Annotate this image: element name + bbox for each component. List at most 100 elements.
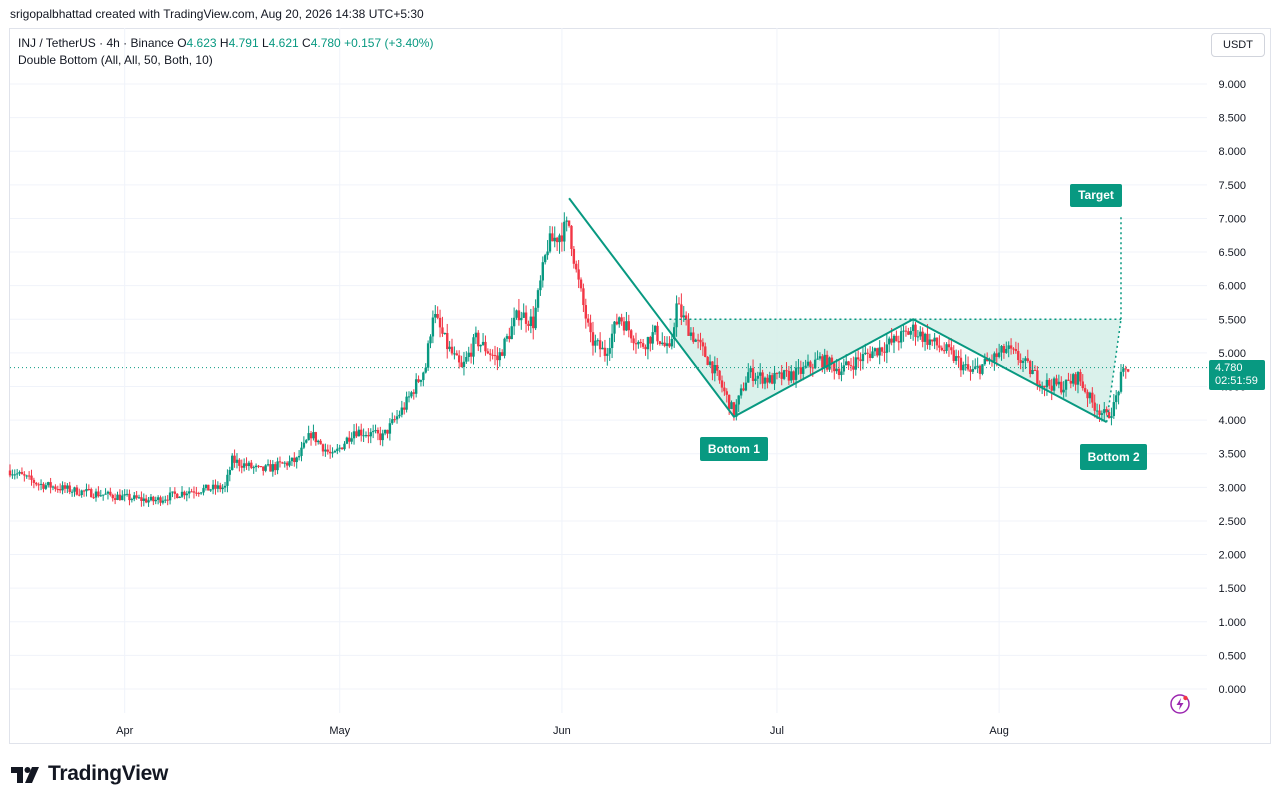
candle-body	[386, 429, 389, 434]
candle-body	[649, 337, 652, 344]
candle-body	[773, 372, 776, 384]
tradingview-brand[interactable]: TradingView	[11, 762, 168, 786]
candle-body	[976, 365, 979, 367]
candle-body	[61, 485, 64, 491]
candle-body	[620, 317, 623, 322]
low-label: L	[261, 36, 269, 50]
y-tick-label: 5.000	[1218, 348, 1246, 360]
symbol-label[interactable]: INJ / TetherUS · 4h · Binance	[18, 36, 174, 50]
candle-body	[866, 352, 869, 354]
candle-body	[639, 341, 642, 344]
candle-body	[199, 492, 203, 494]
candle-body	[1117, 391, 1120, 396]
candle-body	[113, 498, 117, 500]
candle-body	[732, 402, 736, 417]
y-tick-label: 3.500	[1218, 449, 1246, 461]
candle-body	[321, 444, 325, 452]
candle-body	[18, 472, 21, 474]
candle-body	[123, 494, 126, 496]
candle-body	[405, 396, 408, 410]
candle-body	[400, 407, 404, 415]
candle-body	[1124, 368, 1127, 370]
candle-body	[661, 342, 664, 345]
candle-body	[706, 356, 709, 365]
candle-body	[883, 351, 886, 353]
lightning-icon[interactable]	[1169, 693, 1191, 715]
candle-body	[441, 327, 444, 334]
candle-body	[641, 343, 645, 347]
candle-body	[190, 491, 193, 493]
candle-body	[211, 484, 215, 490]
candle-body	[1115, 395, 1118, 403]
candle-body	[1064, 379, 1068, 390]
candle-body	[725, 391, 728, 395]
candle-body	[133, 495, 136, 500]
candle-body	[560, 235, 564, 242]
currency-unit-button[interactable]: USDT	[1211, 33, 1265, 57]
candle-body	[1105, 409, 1108, 413]
candle-body	[608, 348, 611, 354]
candle-body	[935, 337, 939, 346]
candle-body	[1033, 370, 1037, 372]
candle-body	[70, 491, 74, 493]
candle-body	[551, 233, 554, 242]
candle-body	[1072, 374, 1075, 384]
y-tick-label: 7.000	[1218, 213, 1246, 225]
candle-body	[462, 361, 466, 367]
candle-body	[221, 487, 224, 490]
candle-body	[735, 404, 738, 417]
candle-body	[665, 343, 669, 346]
candle-body	[959, 357, 963, 371]
chart-frame[interactable]	[9, 28, 1271, 744]
candle-body	[761, 372, 764, 384]
candle-body	[247, 462, 251, 467]
candle-body	[1095, 410, 1099, 412]
candle-body	[744, 382, 748, 391]
candle-body	[39, 483, 43, 485]
candle-body	[751, 368, 755, 381]
candle-body	[450, 346, 454, 354]
candle-body	[240, 465, 243, 468]
candle-body	[137, 497, 141, 499]
last-price-tag: 4.780 02:51:59	[1209, 360, 1265, 390]
candle-body	[909, 330, 912, 335]
candle-body	[833, 363, 836, 372]
y-tick-label: 5.500	[1218, 314, 1246, 326]
candle-body	[314, 432, 318, 443]
high-value: 4.791	[228, 36, 259, 50]
candle-body	[1017, 351, 1020, 361]
candle-body	[947, 344, 951, 348]
y-tick-label: 3.000	[1218, 482, 1246, 494]
indicator-label[interactable]: Double Bottom (All, All, 50, Both, 10)	[18, 53, 213, 67]
candle-body	[770, 375, 774, 384]
candle-body	[742, 388, 745, 391]
candle-body	[942, 350, 946, 352]
candle-body	[166, 499, 169, 501]
candle-body	[109, 491, 112, 495]
candle-body	[928, 339, 932, 345]
candle-body	[656, 325, 659, 342]
candle-body	[813, 359, 817, 369]
candle-body	[823, 354, 826, 368]
candle-body	[861, 354, 865, 362]
candle-body	[1110, 416, 1113, 419]
candle-body	[455, 353, 458, 356]
candle-body	[111, 494, 114, 499]
candle-body	[553, 237, 556, 242]
candle-body	[756, 375, 760, 379]
candle-body	[606, 353, 609, 356]
candle-body	[730, 402, 733, 410]
candle-body	[818, 356, 822, 359]
chart-legend: INJ / TetherUS · 4h · Binance O4.623 H4.…	[18, 35, 433, 69]
candle-body	[369, 432, 372, 437]
candle-body	[333, 450, 337, 453]
candle-body	[331, 452, 334, 454]
candle-body	[880, 347, 884, 352]
candle-body	[345, 437, 349, 444]
candle-body	[403, 407, 406, 410]
candle-body	[438, 317, 442, 328]
candle-body	[302, 442, 306, 448]
candle-body	[99, 495, 102, 497]
candle-body	[873, 348, 877, 352]
